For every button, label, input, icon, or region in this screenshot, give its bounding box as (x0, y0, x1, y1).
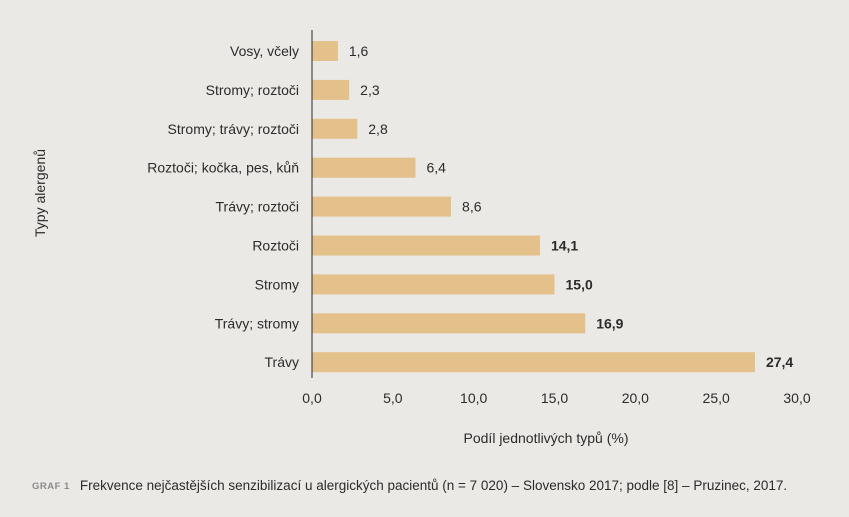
x-tick-label: 5,0 (383, 390, 403, 406)
bar-chart: Typy alergenů Podíl jednotlivých typů (%… (32, 30, 811, 446)
category-label: Stromy; trávy; roztoči (168, 121, 299, 137)
category-label: Trávy (265, 354, 299, 370)
category-label: Roztoči (252, 238, 299, 254)
x-axis-label: Podíl jednotlivých typů (%) (464, 430, 629, 446)
bar (312, 79, 350, 100)
x-tick-label: 25,0 (703, 390, 730, 406)
value-label: 1,6 (349, 43, 369, 59)
y-axis-label: Typy alergenů (32, 149, 48, 237)
category-label: Vosy, včely (230, 43, 299, 59)
bar (312, 235, 540, 256)
bar (312, 313, 586, 334)
value-label: 8,6 (462, 199, 482, 215)
category-label: Stromy (255, 276, 299, 292)
bar (312, 274, 555, 295)
value-label: 27,4 (766, 354, 793, 370)
category-label: Trávy; stromy (215, 315, 299, 331)
value-label: 16,9 (596, 315, 623, 331)
value-label: 15,0 (566, 276, 593, 292)
value-label: 6,4 (426, 160, 446, 176)
category-label: Stromy; roztoči (206, 82, 299, 98)
value-label: 2,8 (368, 121, 388, 137)
category-label: Trávy; roztoči (216, 199, 300, 215)
bar (312, 157, 416, 178)
caption-tag: GRAF 1 (32, 481, 70, 492)
x-tick-label: 0,0 (302, 390, 322, 406)
value-label: 14,1 (551, 238, 578, 254)
value-label: 2,3 (360, 82, 380, 98)
x-tick-label: 15,0 (541, 390, 568, 406)
bar (312, 41, 338, 61)
caption-text: Frekvence nejčastějších senzibilizací u … (79, 478, 788, 493)
bar (312, 352, 755, 373)
x-tick-label: 30,0 (783, 390, 810, 406)
category-label: Roztoči; kočka, pes, kůň (147, 160, 299, 176)
bar (312, 118, 358, 139)
figure-caption: GRAF 1 Frekvence nejčastějších senzibiliz… (32, 478, 787, 493)
x-tick-label: 20,0 (622, 390, 649, 406)
bar (312, 196, 452, 217)
x-tick-label: 10,0 (460, 390, 487, 406)
